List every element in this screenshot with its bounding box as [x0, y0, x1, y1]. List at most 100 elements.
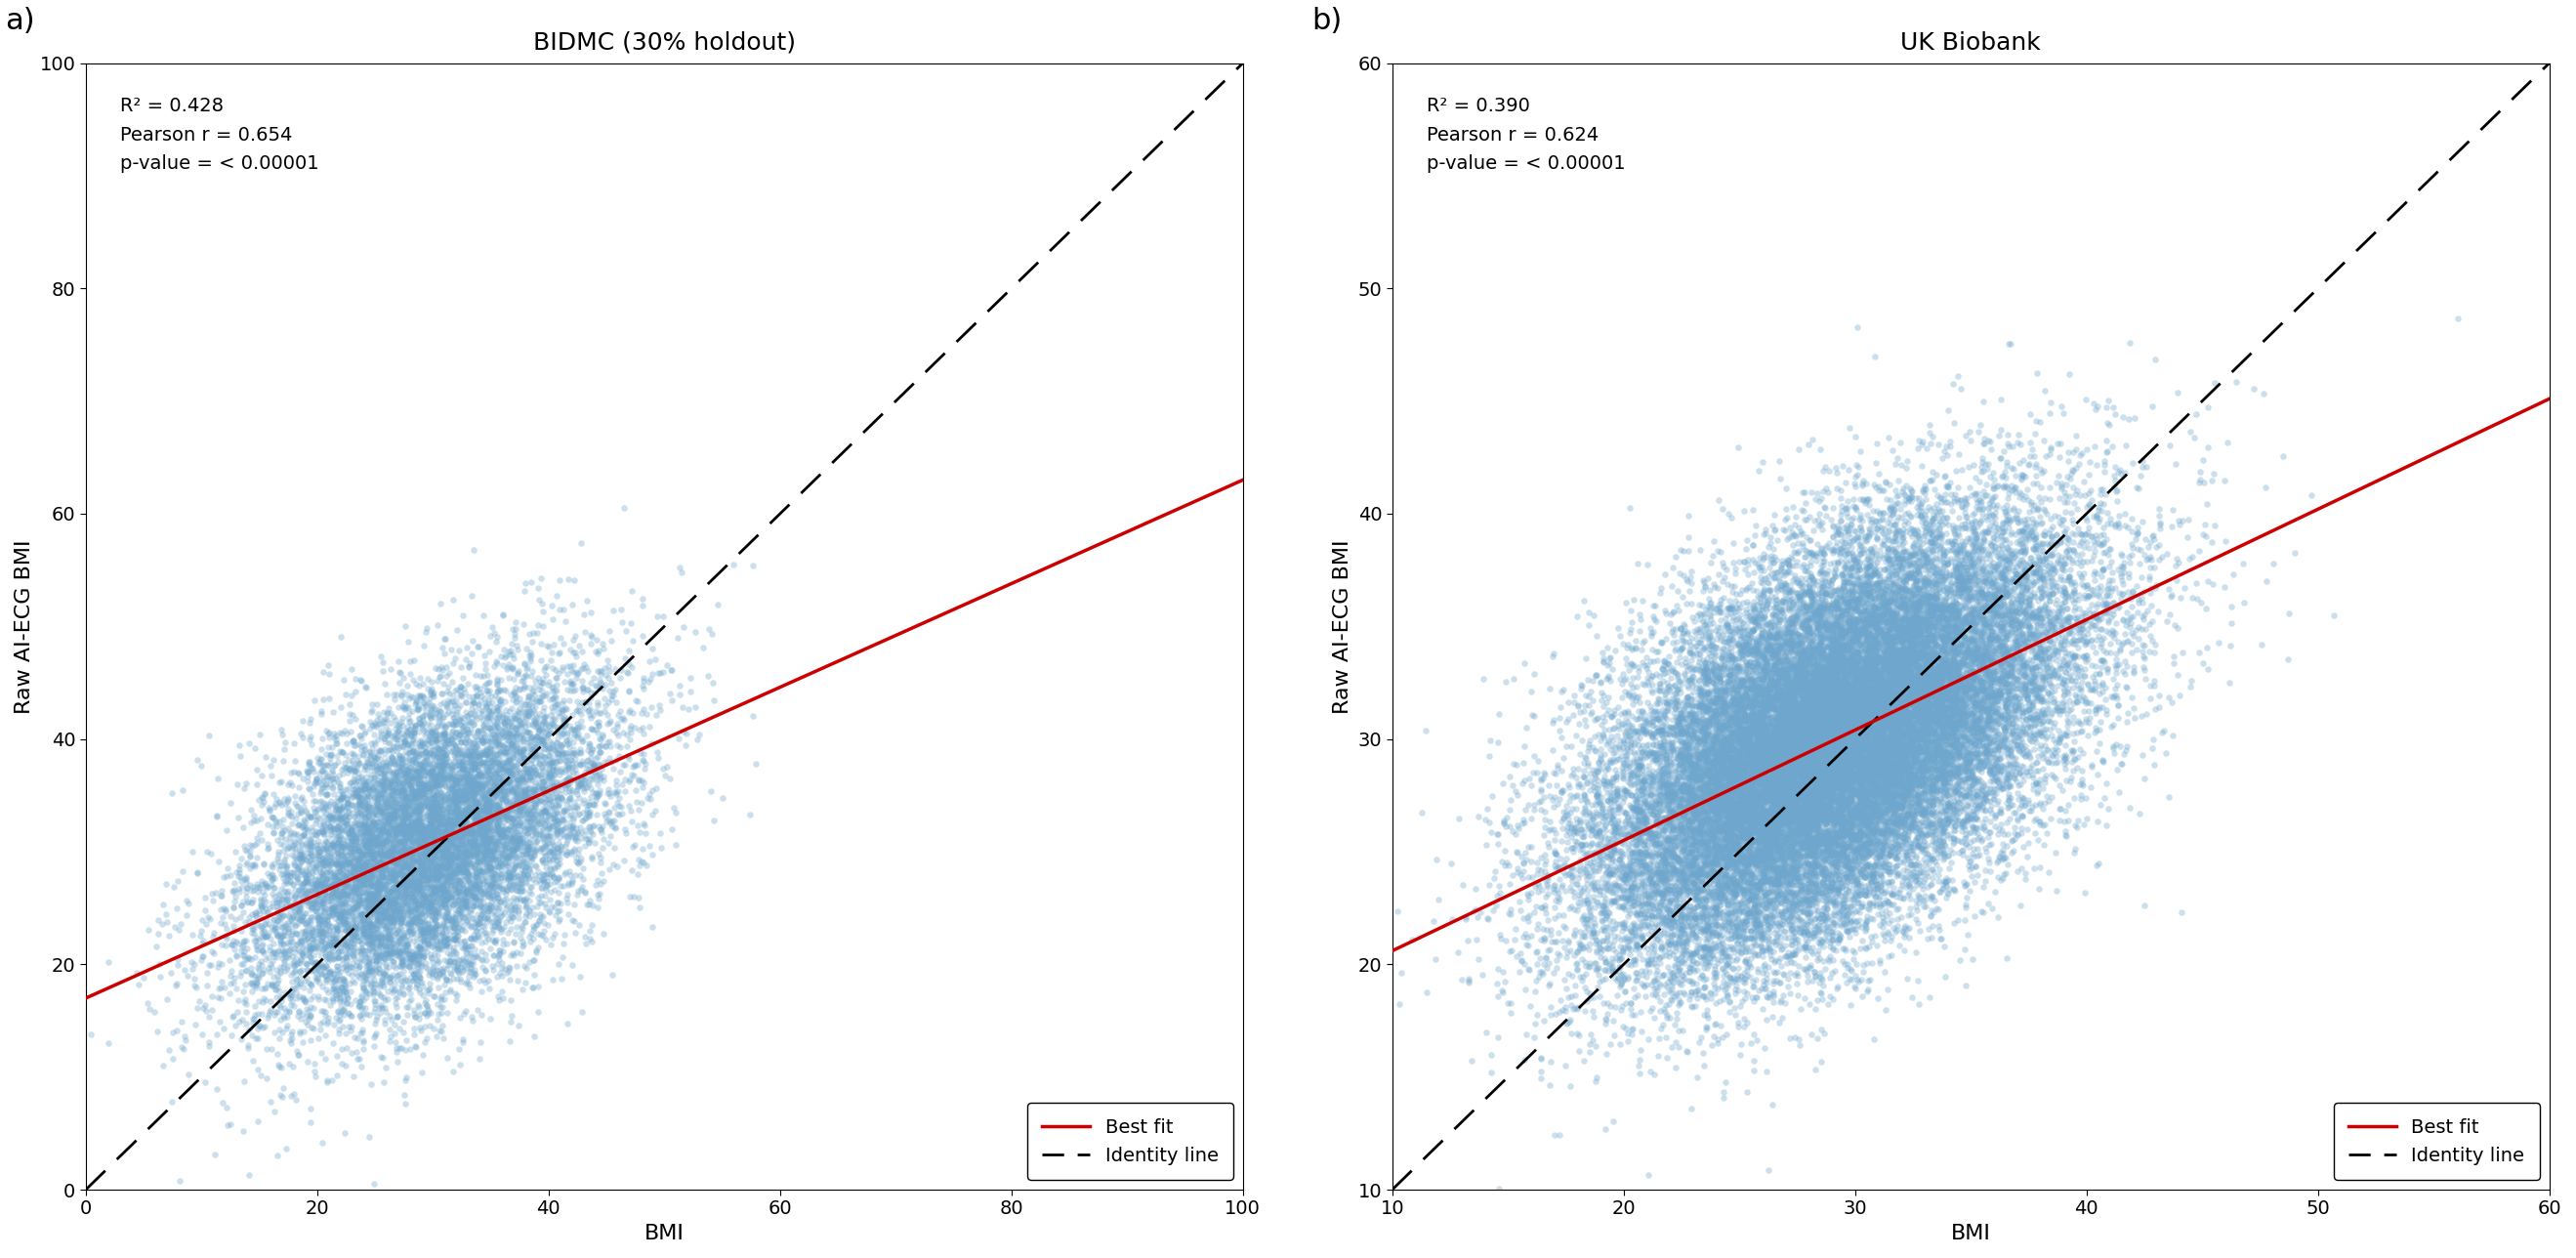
Point	[1710, 624, 1752, 644]
Point	[1772, 855, 1814, 876]
Point	[1901, 623, 1942, 643]
Point	[582, 770, 623, 790]
Point	[345, 874, 386, 894]
Point	[1870, 796, 1911, 816]
Point	[1710, 761, 1752, 781]
Point	[1546, 796, 1587, 816]
Point	[294, 945, 335, 965]
Point	[1968, 828, 2009, 848]
Point	[1847, 585, 1888, 605]
Point	[1790, 789, 1832, 809]
Point	[1767, 703, 1808, 723]
Point	[1705, 905, 1747, 925]
Point	[1873, 645, 1914, 665]
Point	[1765, 730, 1806, 750]
Point	[1654, 703, 1695, 723]
Point	[397, 874, 438, 894]
Point	[1777, 798, 1819, 818]
Point	[1628, 876, 1669, 896]
Point	[1935, 561, 1976, 581]
Point	[510, 808, 551, 828]
Point	[1700, 715, 1741, 735]
Point	[1808, 677, 1850, 697]
Point	[1618, 819, 1659, 839]
Point	[574, 784, 616, 804]
Point	[317, 854, 358, 874]
Point	[1968, 628, 2009, 648]
Point	[1798, 806, 1839, 827]
Point	[1911, 551, 1953, 571]
Point	[1803, 750, 1844, 770]
Point	[1721, 762, 1762, 782]
Point	[348, 959, 389, 979]
Point	[1801, 984, 1842, 1004]
Point	[1899, 742, 1940, 762]
Point	[489, 767, 531, 788]
Point	[1628, 923, 1669, 944]
Point	[2045, 694, 2087, 715]
Point	[608, 770, 649, 790]
Point	[471, 723, 513, 743]
Point	[1695, 821, 1736, 842]
Point	[1803, 543, 1844, 564]
Point	[453, 732, 495, 752]
Point	[1901, 759, 1942, 779]
Point	[1767, 742, 1808, 762]
Point	[407, 999, 448, 1019]
Point	[1816, 780, 1857, 800]
Point	[1662, 793, 1703, 813]
Point	[1834, 630, 1875, 650]
Point	[1899, 579, 1940, 599]
Point	[1953, 504, 1994, 525]
Point	[1543, 863, 1584, 883]
Point	[1880, 731, 1922, 751]
Point	[1883, 722, 1924, 742]
Point	[1793, 585, 1834, 605]
Point	[1708, 857, 1749, 877]
Point	[1878, 771, 1919, 791]
Point	[1875, 803, 1917, 823]
Point	[1685, 796, 1726, 816]
Point	[1803, 827, 1844, 847]
Point	[443, 808, 484, 828]
Point	[1803, 603, 1844, 623]
Point	[1780, 668, 1821, 688]
Point	[1535, 876, 1577, 896]
Point	[1940, 727, 1981, 747]
Point	[433, 779, 474, 799]
Point	[1790, 735, 1832, 755]
Point	[330, 849, 371, 869]
Point	[1757, 767, 1798, 788]
Point	[531, 715, 572, 735]
Point	[1613, 775, 1654, 795]
Point	[1811, 663, 1852, 683]
Point	[2063, 604, 2105, 624]
Point	[402, 754, 443, 774]
Point	[1659, 814, 1700, 834]
Point	[1685, 923, 1726, 944]
Point	[1669, 820, 1710, 840]
Point	[1832, 672, 1873, 692]
Point	[1850, 793, 1891, 813]
Point	[1844, 676, 1886, 696]
Point	[1947, 795, 1989, 815]
Point	[1917, 652, 1958, 672]
Point	[1819, 811, 1860, 832]
Point	[358, 759, 399, 779]
Point	[1971, 620, 2012, 640]
Point	[2012, 512, 2053, 532]
Point	[1819, 805, 1860, 825]
Point	[518, 862, 559, 882]
Point	[1844, 881, 1886, 901]
Point	[456, 945, 497, 965]
Point	[1765, 630, 1806, 650]
Point	[1857, 721, 1899, 741]
Point	[1847, 691, 1888, 711]
Point	[1747, 733, 1788, 754]
Point	[1911, 648, 1953, 668]
Point	[466, 887, 507, 907]
Point	[1664, 850, 1705, 871]
Point	[443, 781, 484, 801]
Point	[1955, 855, 1996, 876]
Point	[417, 743, 459, 764]
